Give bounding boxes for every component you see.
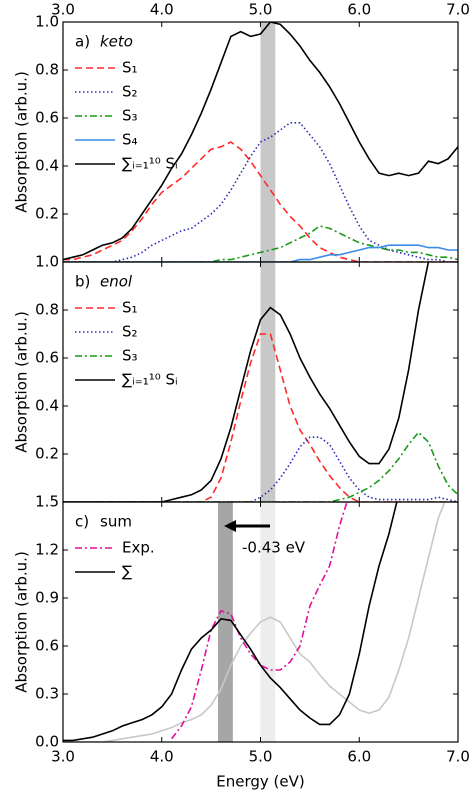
y-tick-label: 1.2 (35, 541, 59, 559)
y-tick-label: 0.6 (35, 109, 59, 127)
legend-label: S₃ (122, 107, 138, 125)
legend-label: ∑ (122, 563, 132, 581)
y-tick-label: 1.0 (35, 13, 59, 31)
x-tick-label: 4.0 (150, 748, 174, 766)
plot-area (63, 502, 446, 742)
legend-label: ∑ᵢ₌₁¹⁰ Sᵢ (122, 371, 178, 389)
x-tick-label: 7.0 (446, 748, 470, 766)
series-line (63, 225, 458, 262)
legend-label: S₂ (122, 323, 138, 341)
band (260, 262, 276, 502)
x-tick-label: 3.0 (51, 1, 75, 19)
arrow-head (224, 520, 236, 532)
y-tick-label: 0.9 (35, 589, 59, 607)
panel-label: a) (75, 33, 90, 51)
x-axis-label: Energy (eV) (216, 773, 304, 791)
y-tick-label: 0.4 (35, 397, 59, 415)
panel-title: enol (100, 273, 133, 291)
legend-label: S₃ (122, 347, 138, 365)
plot-area (63, 22, 458, 262)
panel-title: sum (100, 513, 132, 531)
legend-label: S₂ (122, 83, 138, 101)
annotation: -0.43 eV (242, 539, 306, 557)
y-tick-label: 0.8 (35, 61, 59, 79)
series-line (63, 141, 458, 262)
band (218, 502, 233, 742)
series-line (63, 502, 398, 742)
legend-label: S₁ (122, 299, 138, 317)
x-tick-label: 5.0 (249, 1, 273, 19)
series-line (63, 436, 458, 502)
x-tick-label: 7.0 (446, 1, 470, 19)
x-tick-label: 6.0 (347, 748, 371, 766)
y-tick-label: 1.0 (35, 253, 59, 271)
x-tick-label: 4.0 (150, 1, 174, 19)
plot-area (63, 262, 458, 502)
band (260, 22, 276, 262)
series-line (63, 262, 430, 502)
y-axis-label: Absorption (arb.u.) (13, 551, 31, 693)
y-tick-label: 0.3 (35, 685, 59, 703)
y-tick-label: 0.8 (35, 301, 59, 319)
y-tick-label: 0.6 (35, 349, 59, 367)
panel-title: keto (100, 33, 133, 51)
legend-label: S₄ (122, 131, 138, 149)
y-tick-label: 0.2 (35, 445, 59, 463)
band (260, 502, 276, 742)
series-line (63, 431, 458, 502)
legend-label: ∑ᵢ₌₁¹⁰ Sᵢ (122, 155, 178, 173)
series-line (170, 502, 348, 740)
y-tick-label: 0.2 (35, 205, 59, 223)
series-line (63, 502, 446, 742)
x-tick-label: 5.0 (249, 748, 273, 766)
y-axis-label: Absorption (arb.u.) (13, 71, 31, 213)
series-line (63, 122, 458, 262)
y-tick-label: 0.6 (35, 637, 59, 655)
legend-label: Exp. (122, 539, 155, 557)
x-tick-label: 3.0 (51, 748, 75, 766)
series-line (63, 333, 458, 502)
y-tick-label: 1.5 (35, 493, 59, 511)
x-tick-label: 6.0 (347, 1, 371, 19)
panel-label: b) (75, 273, 90, 291)
legend-label: S₁ (122, 59, 138, 77)
series-line (63, 244, 458, 262)
panel-label: c) (75, 513, 89, 531)
series-line (63, 22, 458, 261)
y-tick-label: 0.0 (35, 733, 59, 751)
y-axis-label: Absorption (arb.u.) (13, 311, 31, 453)
y-tick-label: 0.4 (35, 157, 59, 175)
